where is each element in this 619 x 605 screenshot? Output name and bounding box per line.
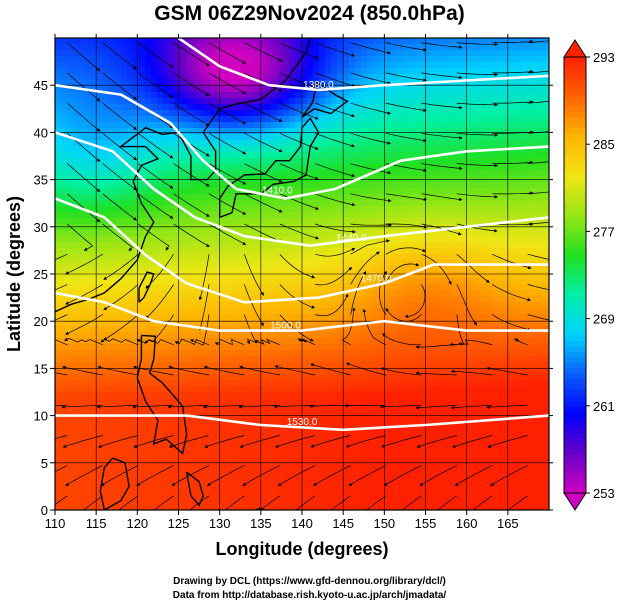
drawing-credit: Drawing by DCL (https://www.gfd-dennou.o…	[173, 576, 446, 587]
colorbar-tick-label: 285	[593, 137, 615, 152]
x-tick-label: 130	[209, 516, 231, 531]
colorbar-max-triangle	[563, 39, 587, 58]
y-tick-label: 25	[34, 267, 48, 282]
temperature-field	[55, 38, 549, 510]
x-tick-label: 110	[45, 516, 66, 531]
x-tick-label: 115	[86, 516, 107, 531]
height-contours: 1380.0 1410.0 1440.0 1470.0 1500.0 1530.0	[55, 38, 549, 432]
colorbar-tick-label: 293	[593, 50, 615, 65]
y-tick-label: 30	[34, 220, 48, 235]
x-tick-label: 145	[332, 516, 354, 531]
y-tick-label: 10	[34, 409, 48, 424]
x-tick-label: 155	[415, 516, 437, 531]
contour-label: 1440.0	[336, 233, 367, 244]
colorbar-tick-label: 253	[593, 486, 615, 501]
x-tick-label: 125	[168, 516, 190, 531]
y-tick-label: 0	[41, 503, 48, 518]
x-tick-label: 120	[126, 516, 148, 531]
contour-label: 1500.0	[270, 321, 301, 332]
contour-label: 1470.0	[361, 273, 392, 284]
contour-label: 1380.0	[303, 80, 334, 91]
x-tick-label: 150	[373, 516, 395, 531]
data-credit: Data from http://database.rish.kyoto-u.a…	[172, 590, 447, 601]
x-axis-label: Longitude (degrees)	[215, 539, 388, 559]
chart-title: GSM 06Z29Nov2024 (850.0hPa)	[154, 2, 465, 25]
colorbar-tick-label: 261	[593, 399, 615, 414]
x-axis-ticks: 110 115 120 125 130 135 140 145 150 155 160 165	[45, 34, 519, 531]
y-tick-label: 20	[34, 314, 48, 329]
contour-label: 1410.0	[262, 186, 293, 197]
colorbar: 253 261 269 277 285 293	[563, 39, 615, 511]
wind-streamlines	[55, 39, 549, 510]
y-tick-label: 35	[34, 173, 48, 188]
y-axis-label: Latitude (degrees)	[4, 196, 24, 352]
colorbar-tick-label: 277	[593, 224, 615, 239]
colorbar-min-triangle	[563, 492, 587, 511]
x-tick-label: 135	[250, 516, 272, 531]
contour-label: 1530.0	[287, 417, 318, 428]
y-axis-ticks: 0 5 10 15 20 25 30 35 40 45	[34, 78, 553, 518]
y-tick-label: 40	[34, 125, 48, 140]
colorbar-tick-label: 269	[593, 312, 615, 327]
x-tick-label: 140	[291, 516, 313, 531]
x-tick-label: 165	[497, 516, 519, 531]
y-tick-label: 45	[34, 78, 48, 93]
y-tick-label: 5	[41, 456, 48, 471]
y-tick-label: 15	[34, 361, 48, 376]
x-tick-label: 160	[456, 516, 478, 531]
